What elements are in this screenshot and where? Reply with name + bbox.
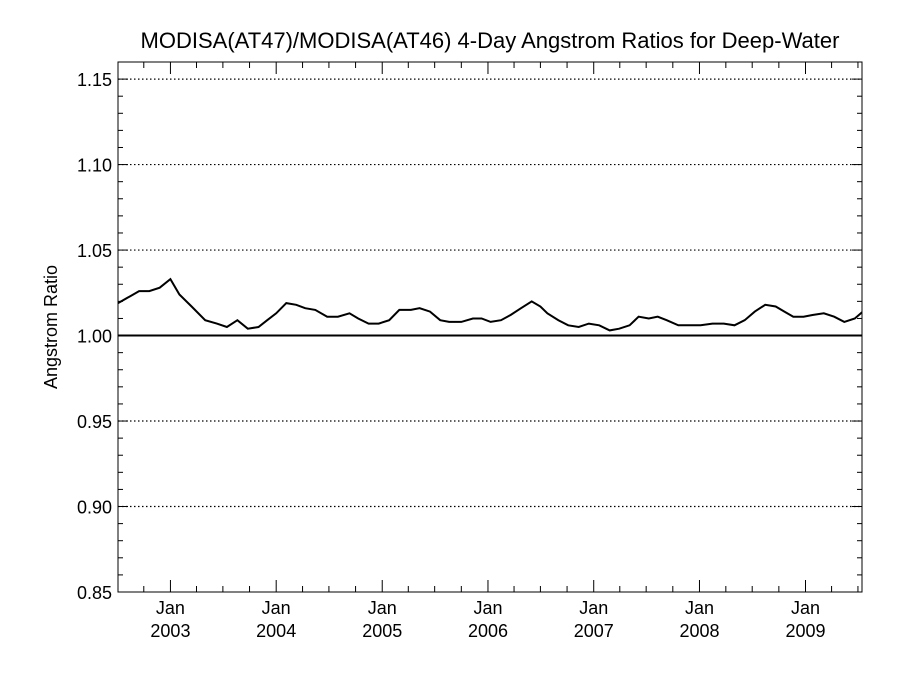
x-tick-month-label: Jan [156,598,185,618]
tick-labels: 0.85 0.90 0.95 1.00 1.05 1.10 1.15 Jan 2003 Jan 20… [77,70,826,641]
x-tick-year-label: 2008 [679,621,719,641]
x-tick-year-label: 2007 [574,621,614,641]
x-tick-month-label: Jan [368,598,397,618]
x-tick-month-label: Jan [262,598,291,618]
grid-lines [118,78,862,508]
x-tick-year-label: 2005 [362,621,402,641]
x-tick-month-label: Jan [473,598,502,618]
x-tick-year-label: 2009 [785,621,825,641]
y-tick-label: 1.10 [77,156,112,176]
x-tick-year-label: 2004 [256,621,296,641]
series-line [118,277,862,332]
x-tick-year-label: 2006 [468,621,508,641]
x-tick-month-label: Jan [579,598,608,618]
y-tick-label: 0.85 [77,583,112,603]
y-tick-label: 1.00 [77,327,112,347]
x-tick-month-label: Jan [791,598,820,618]
axis-ticks [118,61,862,593]
y-tick-label: 0.90 [77,498,112,518]
y-tick-label: 1.15 [77,70,112,90]
x-tick-month-label: Jan [685,598,714,618]
y-axis-label: Angstrom Ratio [41,265,61,389]
x-tick-year-label: 2003 [150,621,190,641]
y-tick-label: 1.05 [77,241,112,261]
chart-title: MODISA(AT47)/MODISA(AT46) 4-Day Angstrom… [140,28,840,53]
plot-frame [117,61,863,593]
y-tick-label: 0.95 [77,412,112,432]
